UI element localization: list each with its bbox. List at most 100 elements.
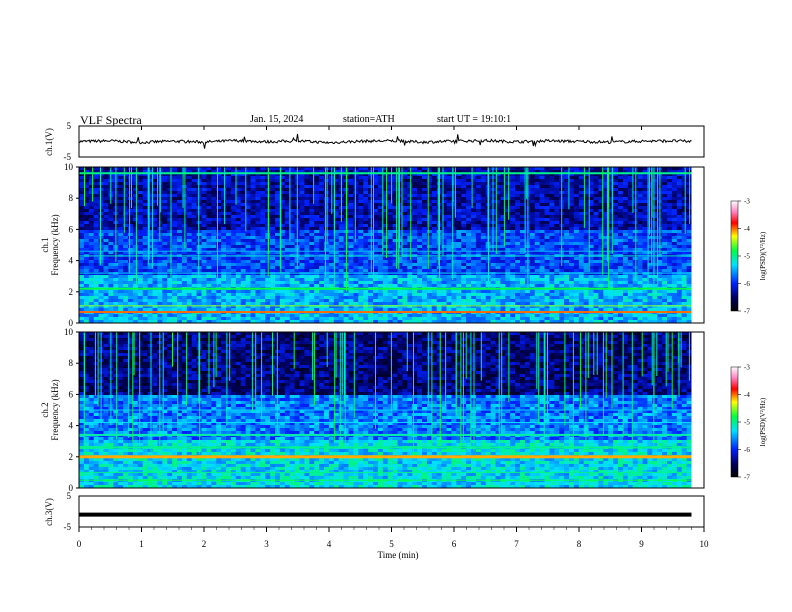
spectrogram-cell — [613, 191, 619, 195]
spectrogram-cell — [471, 188, 477, 192]
spectrogram-cell — [422, 176, 428, 180]
spectrogram-cell — [79, 239, 85, 243]
spectrogram-cell — [397, 224, 403, 228]
spectrogram-cell — [622, 245, 629, 249]
spectrogram-cell — [618, 230, 624, 234]
spectrogram-cell — [196, 260, 202, 264]
spectrogram-cell — [466, 269, 472, 273]
spectrogram-cell — [368, 230, 374, 234]
spectrogram-cell — [79, 173, 85, 177]
spectrogram-cell — [368, 281, 374, 285]
spectrogram-cell — [299, 248, 305, 252]
spectrogram-cell — [79, 230, 85, 234]
spectrogram-cell — [88, 224, 94, 228]
spectrogram-cell — [314, 206, 320, 210]
spectrogram-cell — [622, 248, 629, 252]
spectrogram-cell — [451, 221, 457, 225]
spectrogram-cell — [407, 272, 413, 276]
spectrogram-cell — [142, 218, 148, 222]
spectrogram-cell — [466, 182, 472, 186]
spectrogram-cell — [642, 230, 648, 234]
spectrogram-cell — [128, 212, 134, 216]
spectrogram-cell — [593, 230, 599, 234]
spectrogram-cell — [221, 182, 227, 186]
spectrogram-cell — [314, 191, 320, 195]
spectrogram-cell — [167, 176, 173, 180]
spectrogram-cell — [221, 185, 227, 189]
spectrogram-cell — [539, 266, 545, 270]
spectrogram-cell — [667, 245, 673, 249]
spectrogram-cell — [505, 239, 511, 243]
spectrogram-cell — [103, 185, 109, 189]
spectrogram-cell — [578, 224, 584, 228]
spectrogram-cell — [500, 218, 506, 222]
spectrogram-cell — [667, 269, 673, 273]
spectrogram-cell — [471, 266, 477, 270]
spectrogram-cell — [147, 197, 153, 201]
spectrogram-cell — [608, 197, 614, 201]
spectrogram-cell — [221, 281, 227, 285]
spectrogram-cell — [681, 167, 687, 171]
spectrogram-cell — [255, 212, 261, 216]
spectrogram-cell — [206, 206, 212, 210]
spectrogram-cell — [358, 185, 364, 189]
spectrogram-cell — [167, 257, 173, 261]
spectrogram-cell — [559, 284, 565, 288]
spectrogram-cell — [495, 221, 501, 225]
spectrogram-cell — [314, 260, 320, 264]
spectrogram-cell — [191, 263, 197, 267]
spectrogram-cell — [451, 209, 457, 213]
spectrogram-cell — [627, 272, 633, 276]
spectrogram-cell — [515, 281, 521, 285]
spectrogram-cell — [471, 218, 477, 222]
spectrogram-cell — [358, 182, 364, 186]
spectrogram-cell — [275, 257, 281, 261]
spectrogram-cell — [456, 278, 462, 282]
spectrogram-cell — [539, 251, 545, 255]
spectrogram-cell — [235, 188, 241, 192]
spectrogram-cell — [402, 209, 408, 213]
spectrogram-cell — [93, 281, 99, 285]
spectrogram-cell — [83, 194, 90, 198]
spectrogram-cell — [162, 266, 168, 270]
spectrogram-cell — [588, 245, 594, 249]
spectrogram-cell — [667, 188, 673, 192]
spectrogram-cell — [167, 284, 173, 288]
spectrogram-cell — [245, 284, 251, 288]
spectrogram-cell — [578, 197, 584, 201]
spectrogram-cell — [211, 278, 217, 282]
spectrogram-cell — [544, 176, 550, 180]
spectrogram-cell — [627, 188, 633, 192]
spectrogram-cell — [314, 218, 320, 222]
spectrogram-cell — [417, 269, 423, 273]
spectrogram-cell — [147, 275, 153, 279]
ch1-spectrogram-image — [79, 167, 704, 324]
spectrogram-cell — [177, 197, 183, 201]
spectrogram-cell — [500, 263, 506, 267]
spectrogram-cell — [431, 167, 437, 171]
spectrogram-cell — [618, 281, 624, 285]
spectrogram-cell — [186, 200, 192, 204]
spectrogram-cell — [240, 167, 246, 171]
spectrogram-cell — [314, 203, 320, 207]
spectrogram-cell — [431, 236, 437, 240]
spectrogram-cell — [520, 236, 526, 240]
spectrogram-cell — [333, 185, 339, 189]
spectrogram-cell — [98, 194, 104, 198]
spectrogram-cell — [221, 176, 227, 180]
spectrogram-cell — [412, 182, 418, 186]
spectrogram-cell — [539, 203, 545, 207]
spectrogram-cell — [573, 185, 580, 189]
spectrogram-cell — [667, 218, 673, 222]
spectrogram-cell — [564, 230, 570, 234]
spectrogram-cell — [319, 233, 325, 237]
spectrogram-cell — [275, 233, 281, 237]
spectrogram-cell — [681, 236, 687, 240]
spectrogram-cell — [230, 284, 237, 288]
spectrogram-cell — [79, 212, 85, 216]
spectrogram-cell — [221, 257, 227, 261]
spectrogram-cell — [446, 197, 452, 201]
spectrogram-cell — [539, 182, 545, 186]
spectrogram-cell — [79, 242, 85, 246]
spectrogram-cell — [539, 197, 545, 201]
